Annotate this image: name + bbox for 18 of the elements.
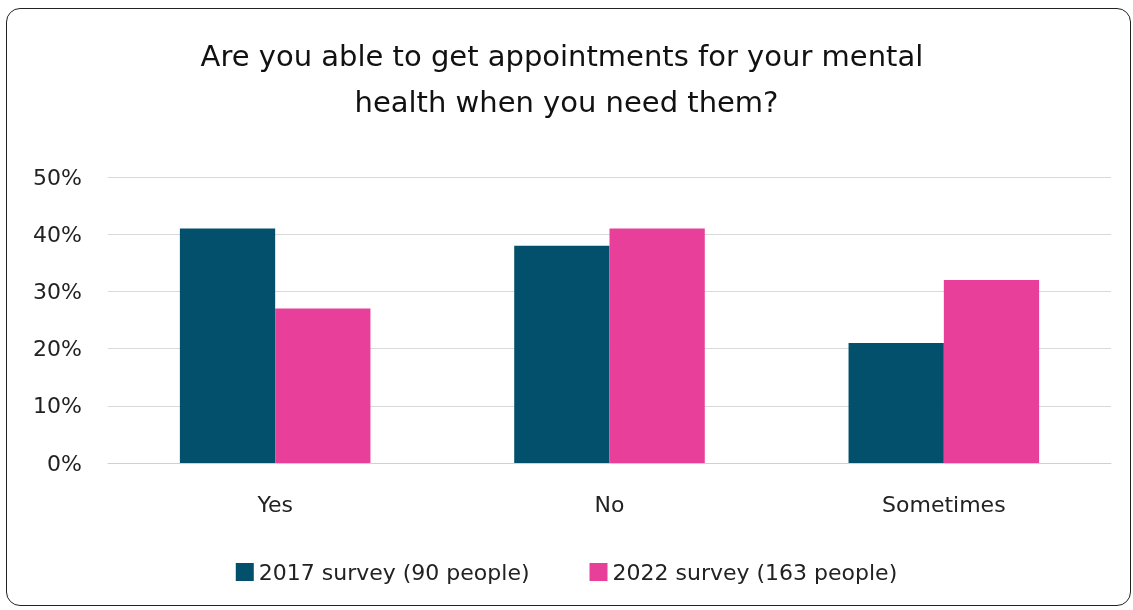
bar <box>609 228 705 463</box>
bar <box>514 245 610 463</box>
y-tick-label: 50% <box>33 164 82 190</box>
bar <box>848 342 944 463</box>
bar <box>179 228 276 463</box>
chart-title: Are you able to get appointments for your mental health when you need them? <box>200 39 933 119</box>
x-tick-label: Sometimes <box>882 491 1006 517</box>
legend-label: 2017 survey (90 people) <box>258 559 530 585</box>
bar <box>275 308 371 463</box>
y-tick-label: 10% <box>33 393 82 419</box>
x-tick-label: No <box>594 491 625 517</box>
x-tick-label: Yes <box>256 491 293 517</box>
y-tick-label: 20% <box>33 336 82 362</box>
y-tick-label: 40% <box>33 221 82 247</box>
y-tick-label: 30% <box>33 278 82 304</box>
bar <box>943 279 1040 463</box>
y-tick-label: 0% <box>47 450 82 476</box>
legend-label: 2022 survey (163 people) <box>612 559 898 585</box>
